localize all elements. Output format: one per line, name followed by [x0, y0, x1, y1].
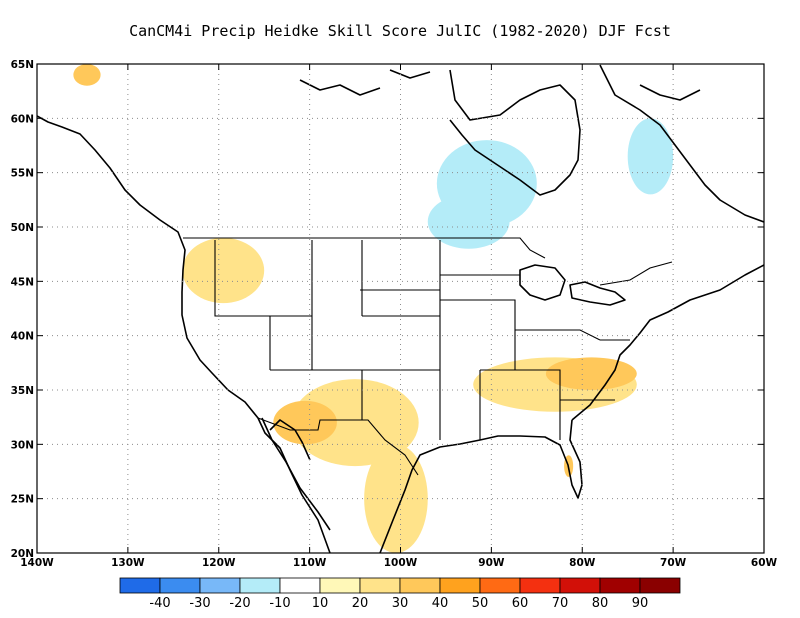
- colorbar-label: -40: [149, 596, 170, 611]
- pacific-coastline: [37, 115, 331, 553]
- axis-ticks: [36, 63, 765, 554]
- us-mexico-border: [257, 417, 419, 476]
- colorbar-label: 50: [472, 596, 489, 611]
- lat-tick-label: 60N: [11, 113, 34, 125]
- skill-region-2: [364, 444, 428, 553]
- skill-region-4: [545, 357, 637, 391]
- colorbar-swatch: [359, 577, 401, 594]
- colorbar-swatch: [519, 577, 561, 594]
- map-title: CanCM4i Precip Heidke Skill Score JulIC …: [129, 22, 671, 40]
- colorbar-label: 70: [552, 596, 569, 611]
- graticule: [37, 64, 764, 553]
- hudson-bay: [449, 69, 581, 196]
- lon-tick-label: 80W: [569, 557, 596, 569]
- skill-region-1: [273, 400, 337, 445]
- colorbar-label: 10: [312, 596, 329, 611]
- lat-tick-label: 65N: [11, 59, 34, 71]
- coastline-layer: [37, 64, 764, 553]
- axis-tick-labels: 140W 130W 120W 110W 100W 90W 80W 70W 60W 20N 25N 30…: [11, 59, 778, 569]
- colorbar-label: 20: [352, 596, 369, 611]
- lon-tick-label: 110W: [293, 557, 327, 569]
- lat-tick-label: 40N: [11, 331, 34, 343]
- colorbar-label: -20: [229, 596, 250, 611]
- colorbar-swatch: [199, 577, 241, 594]
- skill-region-0: [291, 379, 419, 467]
- lat-tick-label: 50N: [11, 222, 34, 234]
- colorbar-swatch: [159, 577, 201, 594]
- lat-tick-label: 45N: [11, 276, 34, 288]
- arctic-islands: [299, 69, 701, 101]
- colorbar-swatch: [239, 577, 281, 594]
- colorbar-swatch: [599, 577, 641, 594]
- us-canada-border: [183, 237, 673, 286]
- lat-tick-label: 25N: [11, 494, 34, 506]
- lon-tick-label: 130W: [111, 557, 145, 569]
- colorbar-swatch: [439, 577, 481, 594]
- colorbar-swatch: [559, 577, 601, 594]
- skill-region-7: [73, 64, 101, 86]
- atlantic-coastline: [571, 264, 764, 421]
- colorbar-label: -30: [189, 596, 210, 611]
- lon-tick-label: 90W: [478, 557, 505, 569]
- lat-tick-label: 30N: [11, 439, 34, 451]
- colorbar-label: 30: [392, 596, 409, 611]
- skill-region-6: [182, 237, 265, 304]
- great-lakes: [519, 264, 626, 306]
- colorbar-swatch: [319, 577, 361, 594]
- colorbar-label: 90: [632, 596, 649, 611]
- colorbar-label: 60: [512, 596, 529, 611]
- colorbar-label: 40: [432, 596, 449, 611]
- colorbar: -40 -30 -20 -10 10 20 30 40 50 60 70 80 90: [119, 577, 681, 611]
- colorbar-swatch: [479, 577, 521, 594]
- skill-region-9: [627, 118, 674, 195]
- lon-tick-label: 140W: [20, 557, 54, 569]
- labrador-coast: [599, 64, 764, 223]
- skill-region-10: [427, 194, 510, 249]
- lon-tick-label: 70W: [660, 557, 687, 569]
- colorbar-swatch: [119, 577, 161, 594]
- lon-tick-label: 60W: [751, 557, 778, 569]
- lat-tick-label: 55N: [11, 168, 34, 180]
- colorbar-label: -10: [269, 596, 290, 611]
- colorbar-label: 80: [592, 596, 609, 611]
- colorbar-swatch: [399, 577, 441, 594]
- lat-tick-label: 35N: [11, 385, 34, 397]
- lon-tick-label: 120W: [202, 557, 236, 569]
- colorbar-swatch: [639, 577, 681, 594]
- lon-tick-label: 100W: [384, 557, 418, 569]
- colorbar-swatch: [279, 577, 321, 594]
- lat-tick-label: 20N: [11, 548, 34, 560]
